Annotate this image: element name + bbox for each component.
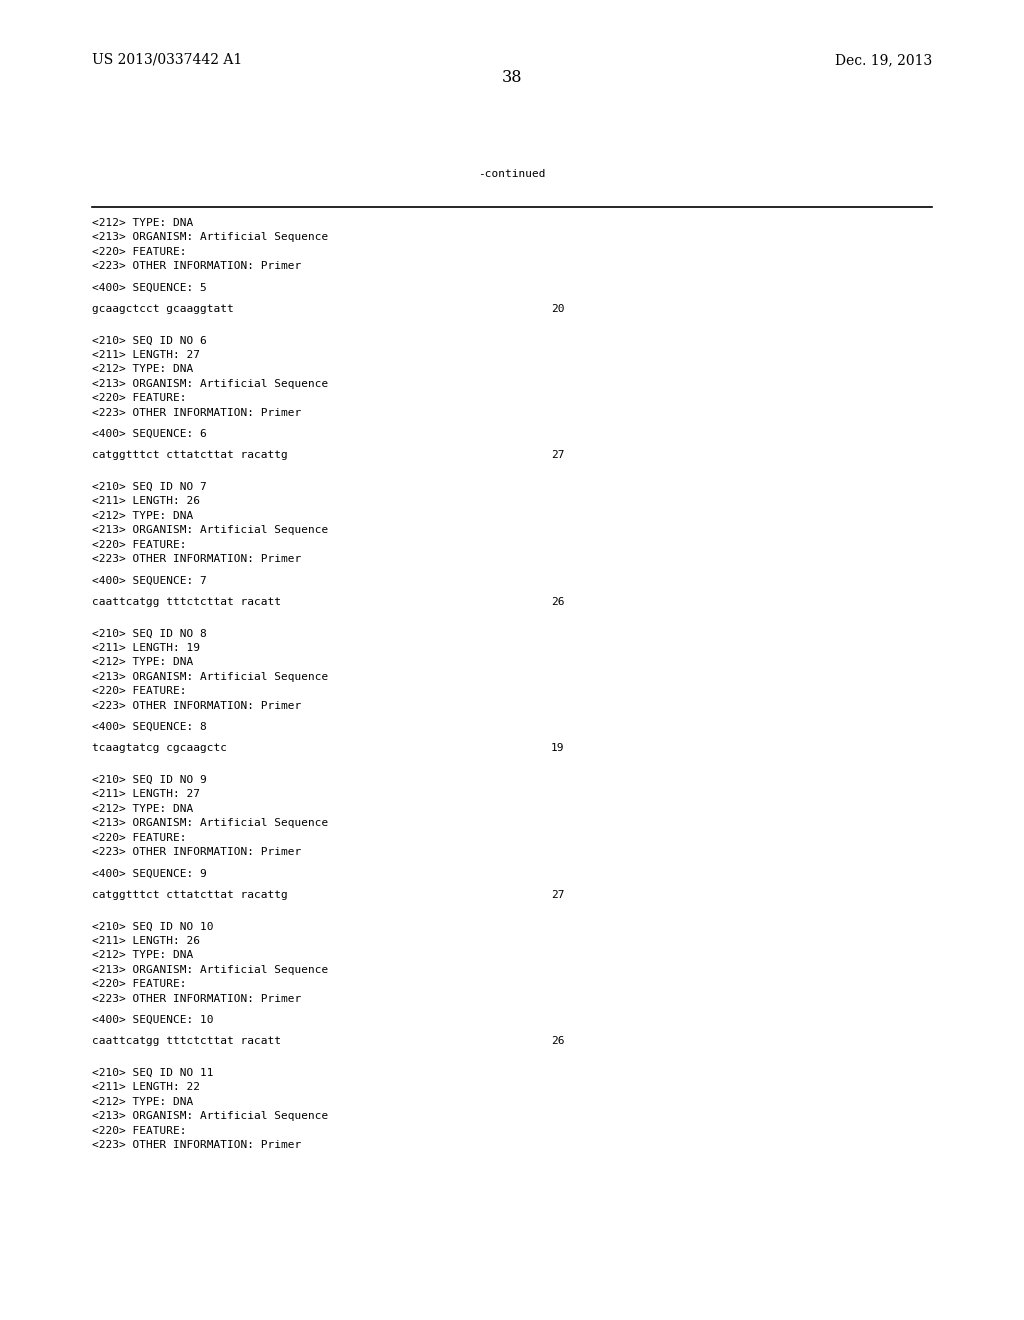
Text: 38: 38 (502, 69, 522, 86)
Text: <220> FEATURE:: <220> FEATURE: (92, 686, 186, 697)
Text: <212> TYPE: DNA: <212> TYPE: DNA (92, 1097, 194, 1107)
Text: 27: 27 (551, 450, 564, 461)
Text: <223> OTHER INFORMATION: Primer: <223> OTHER INFORMATION: Primer (92, 1140, 301, 1151)
Text: 20: 20 (551, 304, 564, 314)
Text: <223> OTHER INFORMATION: Primer: <223> OTHER INFORMATION: Primer (92, 408, 301, 418)
Text: caattcatgg tttctcttat racatt: caattcatgg tttctcttat racatt (92, 1036, 282, 1047)
Text: <210> SEQ ID NO 9: <210> SEQ ID NO 9 (92, 775, 207, 785)
Text: <212> TYPE: DNA: <212> TYPE: DNA (92, 218, 194, 228)
Text: <220> FEATURE:: <220> FEATURE: (92, 393, 186, 404)
Text: <220> FEATURE:: <220> FEATURE: (92, 1126, 186, 1137)
Text: <220> FEATURE:: <220> FEATURE: (92, 979, 186, 990)
Text: <212> TYPE: DNA: <212> TYPE: DNA (92, 804, 194, 814)
Text: <212> TYPE: DNA: <212> TYPE: DNA (92, 950, 194, 961)
Text: caattcatgg tttctcttat racatt: caattcatgg tttctcttat racatt (92, 597, 282, 607)
Text: tcaagtatcg cgcaagctc: tcaagtatcg cgcaagctc (92, 743, 227, 754)
Text: <213> ORGANISM: Artificial Sequence: <213> ORGANISM: Artificial Sequence (92, 818, 329, 829)
Text: <210> SEQ ID NO 10: <210> SEQ ID NO 10 (92, 921, 214, 932)
Text: <211> LENGTH: 26: <211> LENGTH: 26 (92, 496, 200, 507)
Text: <211> LENGTH: 27: <211> LENGTH: 27 (92, 350, 200, 360)
Text: <223> OTHER INFORMATION: Primer: <223> OTHER INFORMATION: Primer (92, 554, 301, 565)
Text: <223> OTHER INFORMATION: Primer: <223> OTHER INFORMATION: Primer (92, 261, 301, 272)
Text: <211> LENGTH: 19: <211> LENGTH: 19 (92, 643, 200, 653)
Text: <400> SEQUENCE: 6: <400> SEQUENCE: 6 (92, 429, 207, 440)
Text: catggtttct cttatcttat racattg: catggtttct cttatcttat racattg (92, 450, 288, 461)
Text: <220> FEATURE:: <220> FEATURE: (92, 247, 186, 257)
Text: <213> ORGANISM: Artificial Sequence: <213> ORGANISM: Artificial Sequence (92, 232, 329, 243)
Text: <212> TYPE: DNA: <212> TYPE: DNA (92, 511, 194, 521)
Text: <400> SEQUENCE: 10: <400> SEQUENCE: 10 (92, 1015, 214, 1026)
Text: <220> FEATURE:: <220> FEATURE: (92, 833, 186, 843)
Text: <211> LENGTH: 26: <211> LENGTH: 26 (92, 936, 200, 946)
Text: Dec. 19, 2013: Dec. 19, 2013 (835, 53, 932, 67)
Text: 19: 19 (551, 743, 564, 754)
Text: <210> SEQ ID NO 7: <210> SEQ ID NO 7 (92, 482, 207, 492)
Text: <211> LENGTH: 22: <211> LENGTH: 22 (92, 1082, 200, 1093)
Text: <213> ORGANISM: Artificial Sequence: <213> ORGANISM: Artificial Sequence (92, 379, 329, 389)
Text: gcaagctcct gcaaggtatt: gcaagctcct gcaaggtatt (92, 304, 233, 314)
Text: <213> ORGANISM: Artificial Sequence: <213> ORGANISM: Artificial Sequence (92, 1111, 329, 1122)
Text: <220> FEATURE:: <220> FEATURE: (92, 540, 186, 550)
Text: <210> SEQ ID NO 6: <210> SEQ ID NO 6 (92, 335, 207, 346)
Text: <210> SEQ ID NO 8: <210> SEQ ID NO 8 (92, 628, 207, 639)
Text: 27: 27 (551, 890, 564, 900)
Text: <400> SEQUENCE: 9: <400> SEQUENCE: 9 (92, 869, 207, 879)
Text: <212> TYPE: DNA: <212> TYPE: DNA (92, 657, 194, 668)
Text: 26: 26 (551, 1036, 564, 1047)
Text: <400> SEQUENCE: 5: <400> SEQUENCE: 5 (92, 282, 207, 293)
Text: <223> OTHER INFORMATION: Primer: <223> OTHER INFORMATION: Primer (92, 994, 301, 1005)
Text: <213> ORGANISM: Artificial Sequence: <213> ORGANISM: Artificial Sequence (92, 965, 329, 975)
Text: <210> SEQ ID NO 11: <210> SEQ ID NO 11 (92, 1068, 214, 1078)
Text: <211> LENGTH: 27: <211> LENGTH: 27 (92, 789, 200, 800)
Text: <223> OTHER INFORMATION: Primer: <223> OTHER INFORMATION: Primer (92, 847, 301, 858)
Text: <223> OTHER INFORMATION: Primer: <223> OTHER INFORMATION: Primer (92, 701, 301, 711)
Text: <213> ORGANISM: Artificial Sequence: <213> ORGANISM: Artificial Sequence (92, 525, 329, 536)
Text: -continued: -continued (478, 169, 546, 180)
Text: <212> TYPE: DNA: <212> TYPE: DNA (92, 364, 194, 375)
Text: <400> SEQUENCE: 7: <400> SEQUENCE: 7 (92, 576, 207, 586)
Text: US 2013/0337442 A1: US 2013/0337442 A1 (92, 53, 243, 67)
Text: 26: 26 (551, 597, 564, 607)
Text: <213> ORGANISM: Artificial Sequence: <213> ORGANISM: Artificial Sequence (92, 672, 329, 682)
Text: <400> SEQUENCE: 8: <400> SEQUENCE: 8 (92, 722, 207, 733)
Text: catggtttct cttatcttat racattg: catggtttct cttatcttat racattg (92, 890, 288, 900)
